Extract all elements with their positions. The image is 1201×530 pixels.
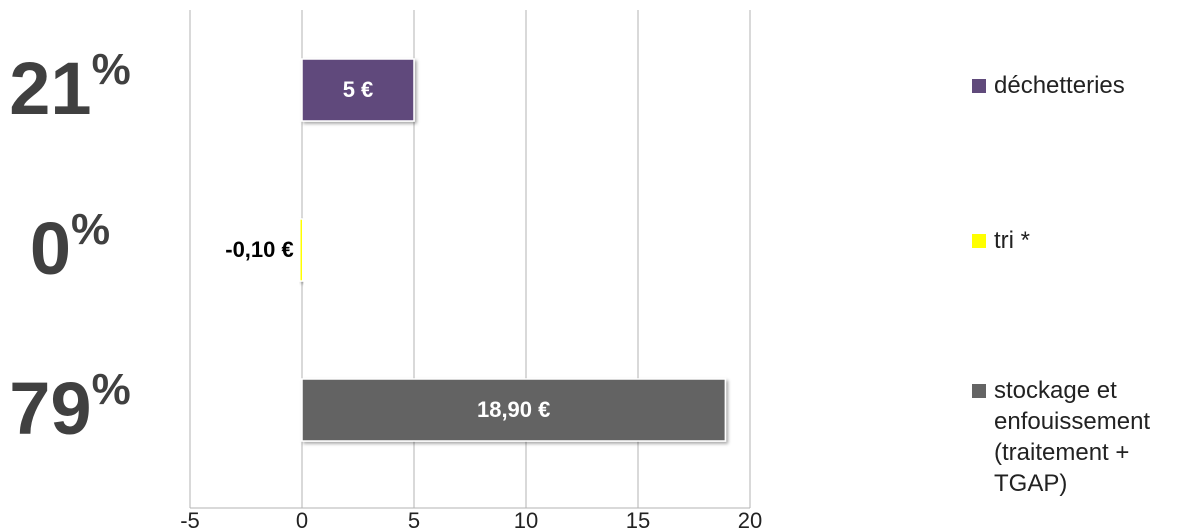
bar [299,218,304,282]
x-tick-label: 20 [738,508,762,530]
share-label: 79% [9,365,130,450]
share-label: 0% [30,205,110,290]
x-tick-label: 15 [626,508,650,530]
legend-swatch [972,234,986,248]
bar [301,58,415,122]
legend-swatch [972,79,986,93]
legend-label: tri * [994,227,1030,254]
legend-label: déchetteries [994,72,1125,99]
legend-label: stockage et enfouissement (traitement + … [994,377,1151,497]
x-tick-label: -5 [180,508,200,530]
legend-item: déchetteries [972,70,1172,101]
share-label: 21% [9,45,130,130]
x-tick-label: 5 [408,508,420,530]
value-label: -0,10 € [225,237,294,262]
bar [301,378,727,442]
legend-swatch [972,384,986,398]
x-tick-label: 0 [296,508,308,530]
x-tick-label: 10 [514,508,538,530]
value-label: 5 € [343,77,374,102]
value-label: 18,90 € [477,397,550,422]
legend-item: stockage et enfouissement (traitement + … [972,375,1172,499]
legend-item: tri * [972,225,1172,256]
